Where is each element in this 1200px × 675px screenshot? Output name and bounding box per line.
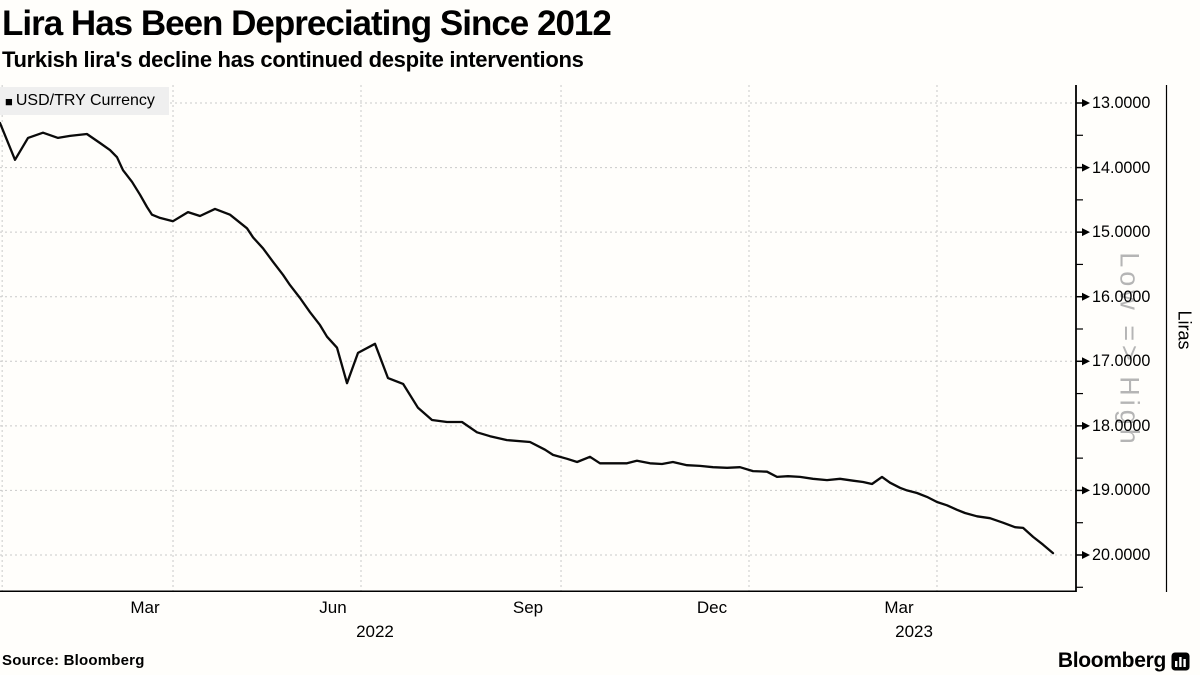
y-tick-label: 16.0000	[1092, 286, 1151, 306]
bloomberg-branding[interactable]: Bloomberg	[1058, 649, 1190, 673]
y-tick-label: 18.0000	[1092, 415, 1151, 435]
y-axis-title: Liras	[1174, 310, 1195, 350]
chart-area: ■ USD/TRY Currency Low => High Liras 13.…	[0, 85, 1195, 592]
x-axis-year-labels: 2022 2023	[0, 622, 1168, 644]
source-credit: Source: Bloomberg	[2, 652, 145, 669]
x-year-label: 2023	[895, 622, 933, 641]
x-tick-label: Dec	[696, 598, 728, 617]
y-tick-label: 14.0000	[1092, 157, 1151, 177]
x-axis-month-labels: Mar Jun Sep Dec Mar	[0, 598, 1168, 620]
bloomberg-bars-icon	[1171, 652, 1190, 670]
x-tick-label: Mar	[884, 598, 914, 617]
x-tick-label: Sep	[512, 598, 544, 617]
y-tick-label: 20.0000	[1092, 544, 1151, 564]
page-title: Lira Has Been Depreciating Since 2012	[2, 4, 612, 43]
y-tick-label: 15.0000	[1092, 222, 1151, 242]
bloomberg-wordmark: Bloomberg	[1057, 649, 1166, 672]
page-subtitle: Turkish lira's decline has continued des…	[2, 47, 584, 72]
legend-swatch-icon: ■	[5, 93, 13, 109]
y-tick-label: 13.0000	[1092, 93, 1151, 112]
x-tick-label: Jun	[319, 598, 347, 617]
x-year-label: 2022	[356, 622, 394, 641]
chart-svg	[0, 85, 1168, 592]
legend-label: USD/TRY Currency	[15, 92, 155, 109]
y-tick-label: 17.0000	[1092, 351, 1151, 371]
legend-item-usdtry[interactable]: ■ USD/TRY Currency	[0, 87, 169, 115]
x-tick-label: Mar	[130, 598, 160, 617]
y-tick-label: 19.0000	[1092, 480, 1151, 500]
